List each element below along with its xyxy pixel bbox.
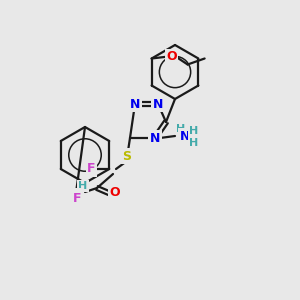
- Text: N: N: [153, 98, 163, 110]
- Text: H: H: [176, 124, 186, 134]
- Text: H: H: [189, 126, 199, 136]
- Text: N: N: [72, 190, 82, 202]
- Text: H: H: [189, 138, 199, 148]
- Text: N: N: [150, 131, 160, 145]
- Text: N: N: [130, 98, 140, 110]
- Text: F: F: [87, 163, 95, 176]
- Text: N: N: [180, 130, 190, 142]
- Text: F: F: [73, 193, 81, 206]
- Text: H: H: [78, 181, 88, 191]
- Text: S: S: [122, 149, 131, 163]
- Text: O: O: [110, 185, 120, 199]
- Text: O: O: [166, 50, 177, 63]
